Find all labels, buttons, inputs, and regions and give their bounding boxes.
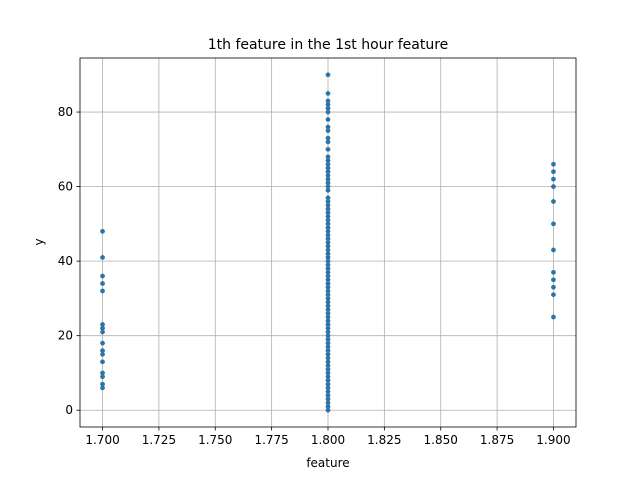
data-point xyxy=(100,228,105,234)
data-point xyxy=(551,176,556,182)
y-tick-label: 0 xyxy=(65,403,73,417)
data-point xyxy=(100,348,105,353)
data-point xyxy=(100,340,105,346)
x-tick-label: 1.900 xyxy=(536,433,570,447)
data-point xyxy=(551,184,556,189)
y-tick-label: 20 xyxy=(58,329,73,343)
data-point xyxy=(551,292,556,298)
data-point xyxy=(325,195,331,201)
data-point xyxy=(325,154,331,160)
x-tick-label: 1.800 xyxy=(311,433,345,447)
data-point xyxy=(551,277,556,283)
chart-title: 1th feature in the 1st hour feature xyxy=(208,37,449,53)
data-point xyxy=(551,247,556,253)
x-tick-label: 1.850 xyxy=(424,433,458,447)
data-point xyxy=(551,221,556,227)
data-point xyxy=(551,314,556,320)
y-axis-ticks: 0 20 40 60 80 xyxy=(58,105,80,417)
data-point xyxy=(551,161,556,167)
x-tick-label: 1.825 xyxy=(367,433,401,447)
data-point xyxy=(551,169,556,175)
y-axis-label: y xyxy=(32,238,46,245)
x-tick-label: 1.700 xyxy=(85,433,119,447)
data-point xyxy=(325,124,331,130)
data-point xyxy=(551,269,556,275)
data-point xyxy=(100,359,105,365)
data-point xyxy=(100,255,105,260)
y-tick-label: 60 xyxy=(58,180,73,194)
x-axis-label: feature xyxy=(306,456,349,470)
y-tick-label: 40 xyxy=(58,254,73,268)
x-tick-label: 1.875 xyxy=(480,433,514,447)
data-point xyxy=(100,322,105,327)
data-points xyxy=(100,72,556,413)
data-point xyxy=(100,281,105,286)
x-tick-label: 1.750 xyxy=(198,433,232,447)
data-point xyxy=(100,273,105,279)
x-tick-label: 1.775 xyxy=(254,433,288,447)
data-point xyxy=(325,91,331,96)
y-tick-label: 80 xyxy=(58,105,73,119)
data-point xyxy=(100,381,105,387)
data-point xyxy=(325,135,331,141)
data-point xyxy=(325,117,331,122)
data-point xyxy=(100,370,105,376)
data-point xyxy=(551,199,556,204)
data-point xyxy=(325,146,331,152)
x-axis-ticks: 1.700 1.725 1.750 1.775 1.800 1.825 1.850 1.875… xyxy=(85,427,571,447)
x-tick-label: 1.725 xyxy=(142,433,176,447)
data-point xyxy=(100,288,105,294)
data-point xyxy=(325,98,331,104)
data-point xyxy=(325,72,331,78)
data-point xyxy=(551,284,556,290)
